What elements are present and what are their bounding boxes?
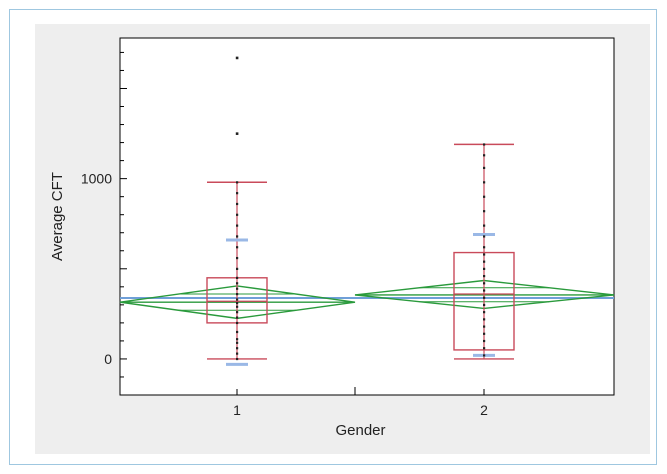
data-point	[236, 202, 239, 206]
data-point	[236, 192, 239, 195]
data-point	[236, 293, 239, 296]
data-point	[483, 246, 486, 249]
data-point	[236, 256, 239, 260]
plot-background	[119, 37, 615, 396]
data-point	[483, 325, 486, 328]
data-point	[236, 338, 239, 341]
data-point	[483, 332, 486, 335]
data-point	[483, 339, 486, 343]
data-point	[483, 303, 486, 307]
data-point	[483, 253, 486, 256]
data-point	[483, 311, 486, 314]
data-point	[236, 246, 239, 249]
data-point	[236, 267, 239, 270]
data-point	[483, 289, 486, 292]
group-2	[354, 143, 615, 360]
data-point	[236, 282, 239, 285]
data-point	[236, 311, 239, 314]
data-point	[483, 282, 486, 285]
chart-axes: 0 1000 1 2	[81, 51, 488, 418]
plot-area	[119, 37, 615, 396]
data-point	[236, 330, 239, 334]
group-1	[119, 56, 356, 366]
data-point	[236, 357, 239, 361]
data-point	[483, 354, 486, 357]
data-point	[483, 318, 486, 321]
data-point	[483, 195, 486, 198]
data-point	[236, 287, 239, 290]
data-point	[236, 302, 239, 305]
chart-marks	[119, 56, 615, 366]
data-point	[483, 166, 486, 170]
data-point	[236, 213, 239, 216]
data-point	[483, 275, 486, 278]
x-axis-label: Gender	[335, 422, 385, 439]
data-point	[236, 224, 239, 227]
y-tick-label: 1000	[81, 171, 112, 187]
data-point	[236, 321, 239, 325]
x-tick-label: 1	[233, 402, 241, 418]
data-point	[236, 352, 239, 355]
data-point	[236, 181, 239, 184]
data-point	[236, 341, 239, 344]
data-point	[483, 181, 486, 184]
y-tick-label: 0	[104, 351, 112, 367]
data-point	[483, 143, 486, 146]
outlier-point	[235, 56, 239, 60]
data-point	[483, 224, 486, 227]
data-point	[236, 298, 239, 301]
data-point	[483, 210, 486, 213]
iqr-box	[453, 251, 515, 351]
outlier-point	[235, 132, 239, 135]
data-point	[236, 276, 239, 280]
data-point	[483, 296, 486, 299]
data-point	[483, 260, 486, 263]
data-point	[483, 235, 486, 238]
data-point	[483, 267, 486, 270]
data-point	[236, 305, 239, 308]
x-tick-label: 2	[480, 402, 488, 418]
data-point	[236, 347, 239, 350]
data-point	[236, 235, 239, 238]
data-point	[483, 154, 486, 157]
data-point	[236, 316, 239, 319]
y-axis-label: Average CFT	[49, 172, 66, 261]
data-point	[483, 347, 486, 350]
